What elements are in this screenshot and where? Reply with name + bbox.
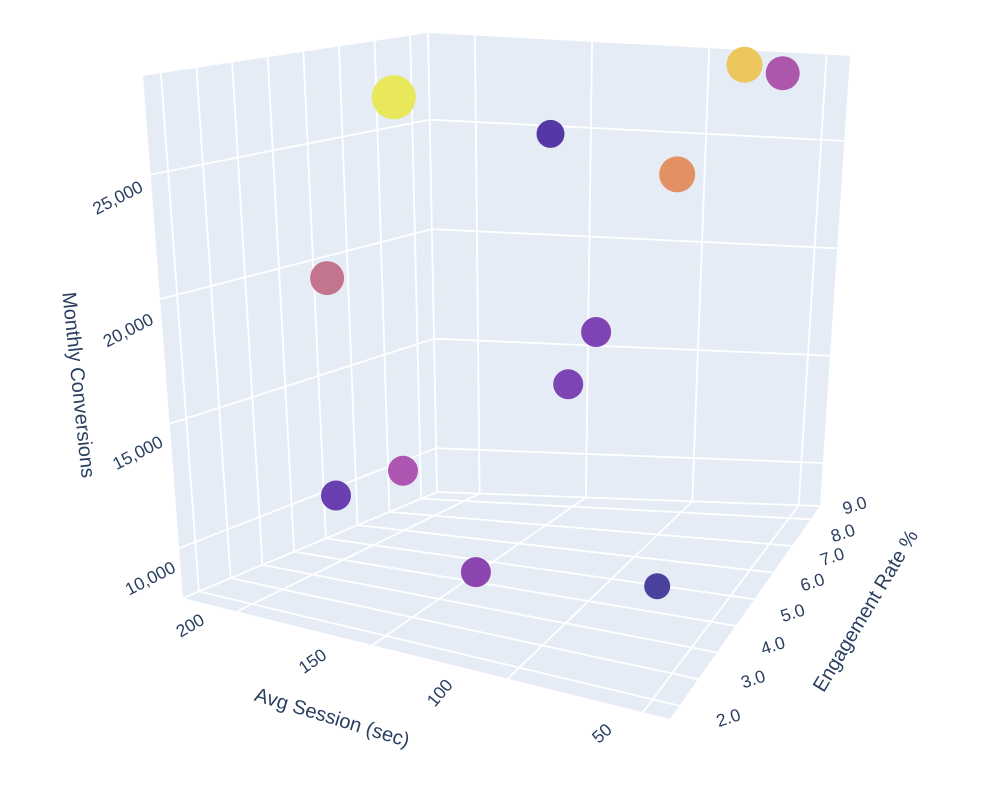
data-point[interactable] [310, 261, 345, 296]
data-point[interactable] [553, 369, 584, 400]
y-tick-label: 2.0 [714, 704, 744, 731]
z-tick-label: 25,000 [89, 176, 146, 218]
x-gridline-floor [642, 504, 800, 714]
z-axis-title: Monthly Conversions [57, 291, 98, 479]
x-tick-label: 50 [588, 719, 616, 747]
data-point[interactable] [765, 56, 800, 91]
y-gridline-floor [197, 590, 681, 707]
z-gridline-left-wall [168, 337, 435, 425]
y-tick-label: 4.0 [758, 632, 788, 659]
y-gridline-wall [337, 44, 359, 526]
z-gridline-right-wall [433, 337, 831, 357]
z-tick-label: 10,000 [122, 557, 179, 599]
data-point[interactable] [321, 480, 351, 511]
y-gridline-wall [266, 55, 296, 553]
z-tick-label: 15,000 [109, 432, 166, 474]
x-tick-label: 100 [423, 675, 457, 710]
data-point[interactable] [536, 119, 565, 148]
plot-box-edges [142, 31, 851, 599]
plot-wall-right [428, 32, 850, 506]
x-axis-title: Avg Session (sec) [252, 684, 412, 752]
x-gridline-wall [797, 52, 828, 507]
plot-walls [143, 32, 850, 719]
data-point[interactable] [659, 156, 696, 193]
y-tick-label: 9.0 [840, 492, 870, 519]
y-tick-label: 8.0 [828, 520, 858, 547]
y-tick-label: 6.0 [798, 569, 828, 596]
y-gridline-floor [261, 564, 718, 654]
x-gridline-wall [585, 40, 593, 499]
x-tick-label: 200 [172, 609, 208, 641]
y-tick-label: 7.0 [817, 543, 847, 570]
plot-wall-left [143, 32, 437, 598]
box-top-left-edge [142, 31, 429, 76]
z-gridline-left-wall [159, 228, 433, 301]
data-points [310, 46, 800, 600]
plot-gridlines [149, 33, 846, 714]
z-gridline-right-wall [435, 447, 824, 464]
y-tick-label: 3.0 [738, 666, 768, 693]
x-gridline-wall [691, 46, 711, 503]
y-tick-label: 5.0 [778, 599, 808, 626]
data-point[interactable] [371, 75, 416, 120]
box-corner-edge [427, 31, 438, 493]
z-gridline-left-wall [149, 118, 431, 176]
z-gridline-right-wall [428, 118, 846, 142]
data-point[interactable] [644, 573, 671, 600]
plot-wall-floor [183, 492, 820, 719]
data-point[interactable] [581, 317, 612, 347]
y-gridline-wall [409, 33, 423, 500]
y-gridline-floor [324, 537, 756, 601]
x-gridline-floor [506, 500, 694, 680]
z-tick-label: 20,000 [100, 309, 157, 351]
z-gridline-right-wall [430, 228, 838, 250]
y-gridline-wall [159, 71, 200, 593]
y-gridline-wall [231, 60, 264, 566]
x-tick-label: 150 [295, 644, 331, 677]
y-gridline-floor [356, 524, 774, 574]
y-gridline-floor [420, 497, 812, 521]
data-point[interactable] [460, 557, 491, 588]
data-point[interactable] [726, 46, 763, 83]
y-gridline-floor [229, 577, 699, 680]
x-gridline-floor [236, 492, 481, 613]
y-gridline-wall [195, 66, 232, 579]
x-gridline-wall [473, 33, 481, 495]
data-point[interactable] [388, 455, 418, 486]
box-floor-right-edge [436, 491, 821, 507]
box-top-right-edge [427, 31, 851, 56]
y-gridline-floor [388, 510, 793, 547]
y-gridline-wall [302, 49, 327, 540]
box-floor-left-edge [182, 491, 438, 599]
y-gridline-floor [293, 550, 737, 627]
y-gridline-wall [373, 39, 391, 513]
